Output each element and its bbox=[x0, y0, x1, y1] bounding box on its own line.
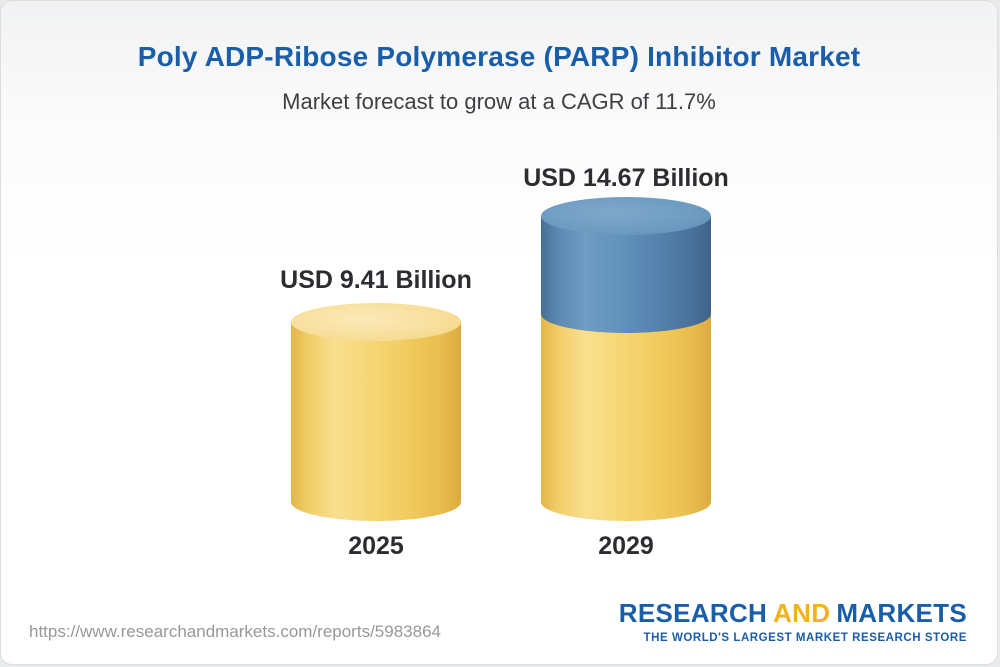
bar-2029-top-ellipse bbox=[541, 197, 711, 235]
bar-2029-cylinder bbox=[541, 197, 711, 521]
research-and-markets-logo: RESEARCH AND MARKETS THE WORLD'S LARGEST M… bbox=[619, 598, 967, 644]
chart-title: Poly ADP-Ribose Polymerase (PARP) Inhibi… bbox=[137, 41, 861, 72]
bar-2025-body bbox=[291, 322, 461, 521]
logo-word-and: AND bbox=[773, 598, 831, 628]
value-label-2025: USD 9.41 Billion bbox=[280, 266, 472, 294]
logo-tagline: THE WORLD'S LARGEST MARKET RESEARCH STOR… bbox=[643, 632, 967, 644]
report-url-link[interactable]: https://www.researchandmarkets.com/repor… bbox=[29, 622, 441, 641]
logo-wordmark: RESEARCH AND MARKETS bbox=[619, 598, 967, 629]
bar-2029-base-segment bbox=[541, 313, 711, 521]
x-axis-label-2025: 2025 bbox=[348, 532, 404, 560]
bar-2025-cylinder bbox=[291, 303, 461, 521]
chart-subtitle: Market forecast to grow at a CAGR of 11.… bbox=[282, 89, 716, 114]
bar-2029-growth-segment bbox=[541, 216, 711, 333]
logo-word-markets: MARKETS bbox=[836, 598, 967, 628]
bar-2025-top-ellipse bbox=[291, 303, 461, 341]
value-label-2029: USD 14.67 Billion bbox=[523, 164, 729, 192]
logo-word-research: RESEARCH bbox=[618, 598, 768, 628]
x-axis-label-2029: 2029 bbox=[598, 532, 654, 560]
